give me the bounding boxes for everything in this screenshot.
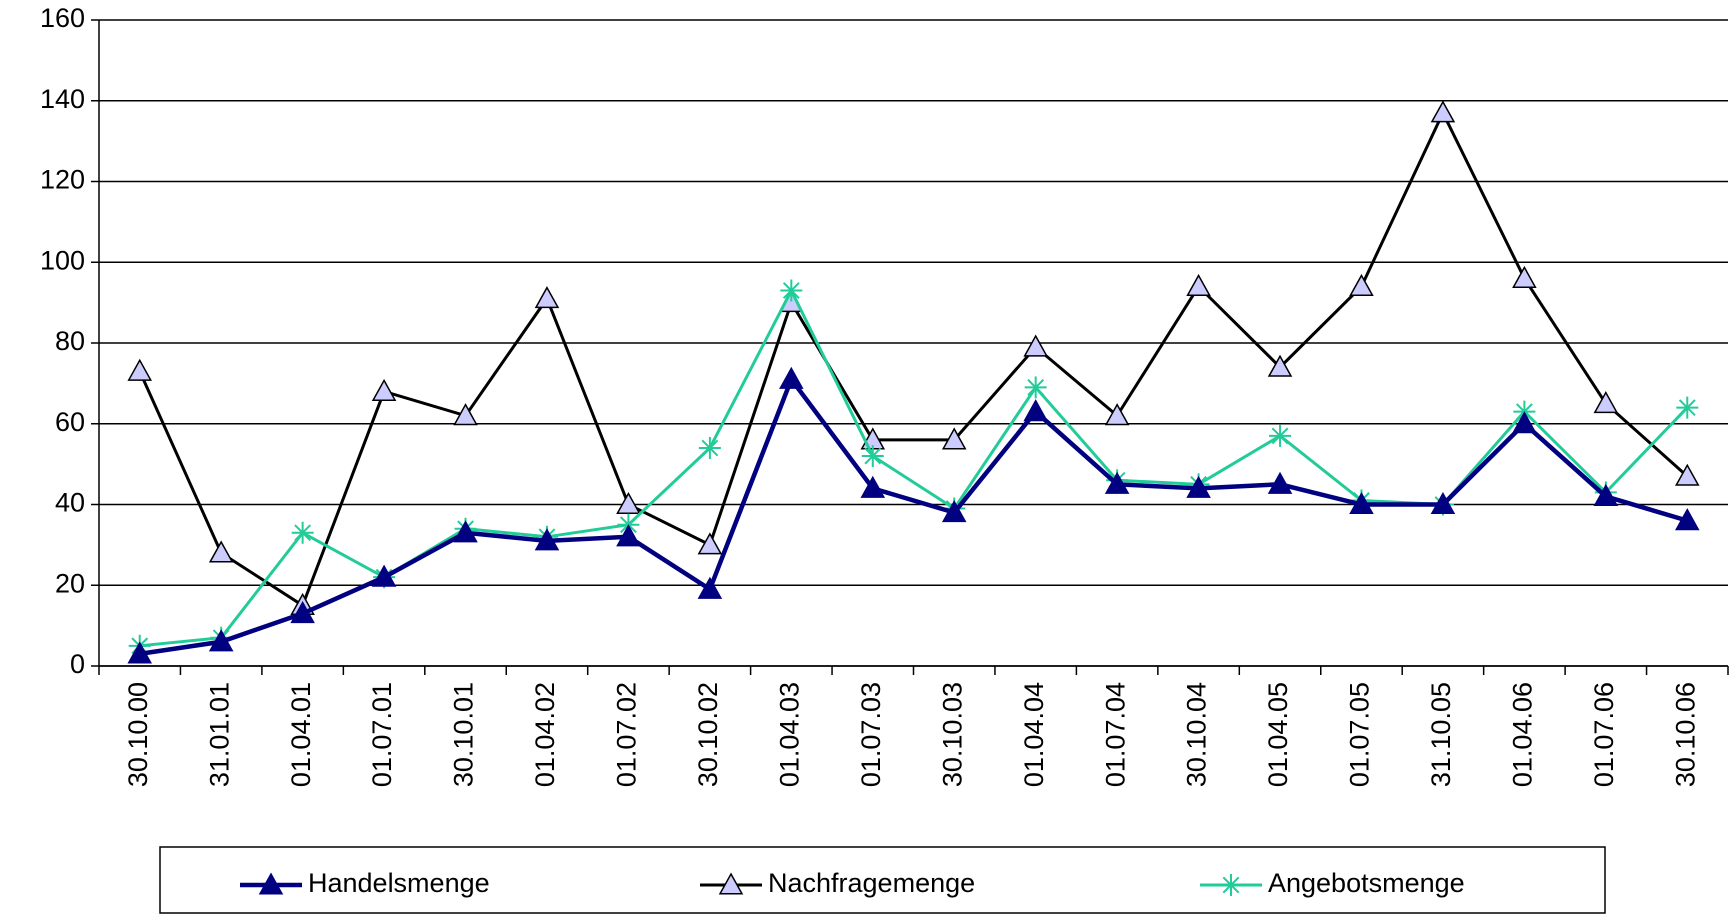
x-tick-label: 01.04.05 <box>1263 682 1293 787</box>
marker <box>861 445 884 468</box>
marker <box>371 564 397 587</box>
y-tick-label: 100 <box>40 245 85 275</box>
x-tick-label: 30.10.06 <box>1670 682 1700 787</box>
marker <box>718 872 744 895</box>
x-tick-label: 01.07.01 <box>367 682 397 787</box>
x-tick-label: 30.10.01 <box>449 682 479 787</box>
y-tick-label: 0 <box>70 649 85 679</box>
x-tick-label: 30.10.02 <box>693 682 723 787</box>
legend-label: Angebotsmenge <box>1268 868 1465 898</box>
marker <box>1186 273 1211 297</box>
marker-stroke <box>1222 876 1240 894</box>
marker <box>291 521 314 544</box>
y-tick-label: 80 <box>55 326 85 356</box>
series-line <box>139 374 1688 657</box>
marker <box>127 641 152 664</box>
series-line <box>138 109 1689 608</box>
x-tick-label: 30.10.00 <box>123 682 153 787</box>
marker <box>1267 354 1293 377</box>
marker <box>1676 396 1699 419</box>
marker <box>1593 483 1619 506</box>
marker <box>453 403 478 426</box>
marker <box>1024 376 1047 399</box>
x-tick-label: 01.04.04 <box>1019 682 1049 787</box>
x-tick-label: 31.01.01 <box>204 682 234 787</box>
legend-box <box>159 846 1606 914</box>
marker <box>453 520 478 543</box>
marker-stroke <box>864 447 882 465</box>
series-line <box>139 287 1689 648</box>
marker-stroke <box>782 282 800 299</box>
marker <box>779 366 804 389</box>
marker <box>534 528 560 551</box>
x-tick-label: 01.07.03 <box>856 682 886 787</box>
x-tick-label: 01.04.02 <box>530 682 560 787</box>
marker <box>1023 334 1048 357</box>
marker <box>616 491 641 515</box>
x-tick-label: 30.10.04 <box>1182 682 1212 787</box>
marker <box>1349 273 1374 297</box>
x-tick-label: 01.04.06 <box>1508 682 1538 787</box>
marker <box>1220 874 1242 896</box>
y-tick-label: 140 <box>40 84 85 114</box>
marker <box>1267 471 1293 494</box>
marker-stroke <box>294 524 312 542</box>
marker <box>1512 411 1537 434</box>
marker <box>371 378 397 401</box>
x-tick-label: 01.07.02 <box>612 682 642 787</box>
marker <box>208 629 234 652</box>
y-tick-label: 120 <box>40 165 85 195</box>
marker <box>1430 491 1456 515</box>
marker <box>1023 399 1048 422</box>
x-tick-label: 01.04.01 <box>286 682 316 787</box>
x-tick-label: 30.10.03 <box>937 682 967 787</box>
marker <box>941 427 967 450</box>
marker-stroke <box>701 439 719 457</box>
marker <box>697 532 723 555</box>
marker <box>1593 391 1619 414</box>
x-tick-label: 01.07.04 <box>1100 682 1130 787</box>
marker <box>698 436 721 459</box>
marker <box>1104 471 1130 494</box>
marker <box>1675 463 1700 486</box>
y-tick-label: 160 <box>40 3 85 33</box>
marker <box>616 524 641 547</box>
legend-label: Handelsmenge <box>308 868 490 898</box>
legend-label: Nachfragemenge <box>768 868 975 898</box>
marker <box>534 286 560 309</box>
marker <box>1430 100 1456 123</box>
marker <box>127 358 152 381</box>
x-tick-label: 01.04.03 <box>774 682 804 787</box>
y-tick-label: 40 <box>55 488 85 518</box>
marker-stroke <box>1027 379 1045 396</box>
marker <box>697 576 723 599</box>
marker <box>1186 475 1211 498</box>
y-tick-label: 60 <box>55 407 85 437</box>
x-tick-label: 01.07.05 <box>1345 682 1375 787</box>
marker <box>780 279 803 302</box>
marker <box>258 872 284 895</box>
marker <box>1104 403 1130 426</box>
marker <box>1269 424 1292 447</box>
marker <box>1349 491 1374 515</box>
x-tick-label: 31.10.05 <box>1426 682 1456 787</box>
marker <box>1512 265 1537 288</box>
marker <box>860 475 886 498</box>
marker-stroke <box>1678 399 1696 417</box>
y-tick-label: 20 <box>55 568 85 598</box>
x-tick-label: 01.07.06 <box>1589 682 1619 787</box>
marker <box>1675 508 1700 531</box>
marker-stroke <box>1271 427 1289 445</box>
marker <box>941 500 967 523</box>
marker <box>290 600 315 624</box>
marker <box>208 540 234 563</box>
